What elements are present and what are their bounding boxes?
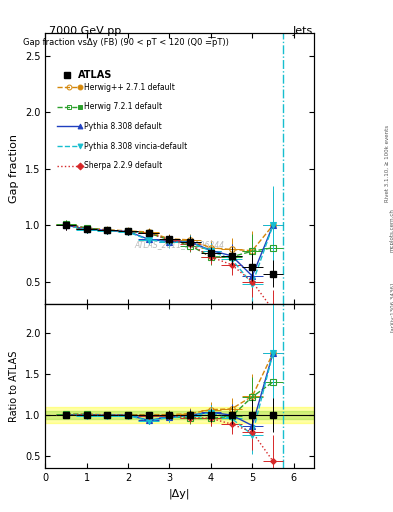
Bar (45, 411, 314, 419)
Text: Pythia 8.308 default: Pythia 8.308 default (84, 122, 162, 131)
Text: Jets: Jets (292, 26, 312, 36)
Text: Sherpa 2.2.9 default: Sherpa 2.2.9 default (84, 161, 162, 170)
Y-axis label: Gap fraction: Gap fraction (9, 134, 19, 203)
Text: 7000 GeV pp: 7000 GeV pp (49, 26, 121, 36)
Text: ATLAS: ATLAS (77, 70, 112, 80)
Bar (45, 407, 314, 423)
Text: [arXiv:1306.3436]: [arXiv:1306.3436] (390, 282, 393, 332)
Text: Herwig++ 2.7.1 default: Herwig++ 2.7.1 default (84, 83, 175, 92)
Text: ATLAS_2011_S9126244: ATLAS_2011_S9126244 (135, 240, 225, 249)
X-axis label: |Δy|: |Δy| (169, 489, 191, 499)
Text: Herwig 7.2.1 default: Herwig 7.2.1 default (84, 102, 162, 112)
Text: Pythia 8.308 vincia-default: Pythia 8.308 vincia-default (84, 141, 187, 151)
Y-axis label: Ratio to ATLAS: Ratio to ATLAS (9, 351, 19, 422)
Text: mcplots.cern.ch: mcplots.cern.ch (390, 208, 393, 252)
Text: Gap fraction vsΔy (FB) (90 < pT < 120 (Q0 =͞pT)): Gap fraction vsΔy (FB) (90 < pT < 120 (Q… (23, 37, 229, 47)
Text: Rivet 3.1.10, ≥ 100k events: Rivet 3.1.10, ≥ 100k events (385, 125, 389, 202)
